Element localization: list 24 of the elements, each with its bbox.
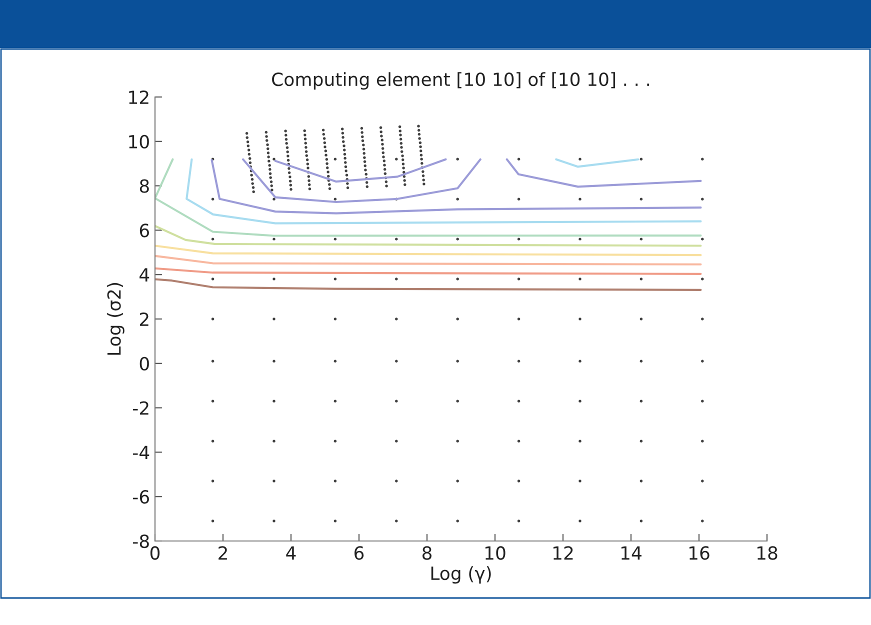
y-tick-label: 2 bbox=[140, 312, 148, 326]
chart-title: Computing element [10 10] of [10 10] . . . bbox=[272, 72, 650, 90]
y-tick-label: 12 bbox=[129, 90, 148, 104]
y-tick-label: 4 bbox=[140, 268, 150, 282]
x-tick-label: 8 bbox=[422, 546, 432, 560]
y-tick-label: -8 bbox=[133, 534, 149, 548]
y-tick-label: 8 bbox=[140, 179, 149, 193]
y-tick-label: 10 bbox=[129, 134, 149, 149]
y-tick-label: -4 bbox=[133, 446, 150, 460]
x-tick-label: 16 bbox=[689, 546, 710, 560]
x-tick-label: 18 bbox=[757, 546, 778, 560]
x-tick-label: 0 bbox=[150, 546, 160, 560]
y-tick-label: 0 bbox=[140, 356, 149, 371]
x-tick-label: 10 bbox=[485, 546, 506, 560]
y-tick-label: -2 bbox=[133, 401, 148, 415]
x-tick-label: 14 bbox=[621, 546, 642, 560]
x-tick-label: 2 bbox=[218, 546, 227, 560]
x-axis-title: Log (γ) bbox=[431, 566, 491, 584]
x-tick-label: 4 bbox=[286, 546, 296, 560]
y-axis-title: Log (σ2) bbox=[106, 283, 124, 355]
x-tick-label: 6 bbox=[354, 546, 364, 560]
x-tick-label: 12 bbox=[553, 546, 573, 560]
y-tick-label: -6 bbox=[133, 490, 150, 504]
y-tick-label: 6 bbox=[140, 224, 149, 238]
